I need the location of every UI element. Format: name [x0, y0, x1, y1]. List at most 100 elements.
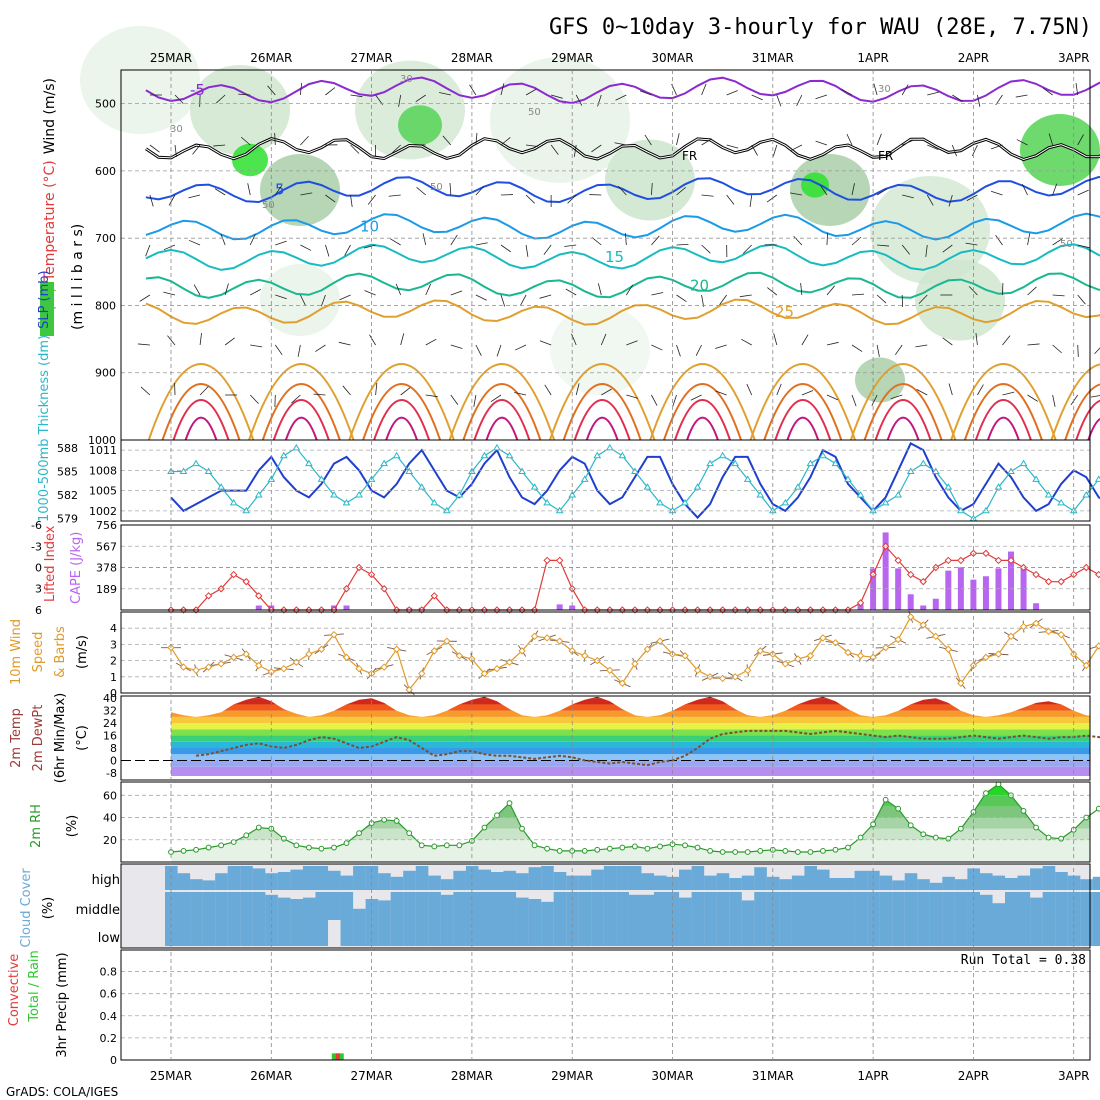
wind-barb: [500, 294, 506, 307]
wind10-line-marker: [1057, 630, 1065, 639]
wind-barb: [1052, 183, 1058, 196]
thickness-line-marker: [1057, 498, 1066, 506]
wind-barb: [390, 238, 401, 246]
cloud-layer-middle: middle: [76, 903, 120, 918]
li-line-marker: [229, 570, 238, 579]
cloud-low-cell: [804, 920, 818, 946]
rh2m-line-marker: [732, 849, 739, 855]
thickness-line-marker: [631, 467, 639, 474]
wind-barb: [701, 83, 707, 96]
cape-ytick-0: 189: [96, 583, 117, 596]
wind10-line-marker: [894, 635, 902, 644]
rh2m-line-marker: [506, 800, 513, 807]
wind-barb: [398, 94, 402, 107]
cloud-middle-cell: [290, 899, 303, 920]
upper-ylabel-part-0: RH (%): [42, 287, 58, 336]
wind-barb: [672, 394, 677, 407]
cloud-high-cell: [791, 875, 805, 890]
wind-barb: [450, 290, 463, 296]
wind-barb: [149, 194, 154, 207]
cloud-high-cell: [628, 866, 642, 890]
precip-ytick-3: 0.6: [100, 988, 118, 1001]
thickness-line-marker: [493, 443, 501, 451]
cape-bar: [255, 605, 262, 610]
wind-barb: [564, 244, 577, 247]
warm-dome-0-0: [147, 363, 255, 441]
temp-band-11: [171, 698, 1090, 705]
wind-barb: [1070, 394, 1079, 406]
thickness-line-marker: [743, 475, 752, 482]
wind10-line-marker: [493, 664, 501, 673]
cloud-high-cell: [265, 873, 278, 890]
cloud-middle-cell: [729, 892, 742, 920]
thickness-line-marker: [982, 506, 990, 514]
thickness-line-marker: [1032, 475, 1040, 482]
cloud-middle-cell: [265, 894, 278, 920]
wind-barb: [990, 144, 1003, 150]
cloud-low-cell: [979, 920, 993, 946]
cloud-middle-cell: [403, 892, 416, 920]
wind-barb: [826, 232, 828, 246]
thickness-line-marker: [756, 491, 765, 498]
wind10-line-marker: [217, 660, 225, 668]
wind-barb: [876, 294, 887, 304]
cloud-high-cell: [729, 878, 742, 890]
rh2m-line-marker: [494, 812, 500, 819]
wind10-ylabel-0: 10m Wind: [9, 619, 24, 685]
cloud-high-cell: [252, 868, 266, 890]
wind-barb: [213, 144, 226, 147]
wind10-line-marker: [305, 650, 313, 658]
temp-band-3: [171, 748, 1090, 755]
cloud-low-cell: [290, 920, 303, 946]
cloud-low-cell: [829, 920, 843, 946]
wind-barb: [1002, 391, 1015, 396]
warm-dome-8-1: [963, 383, 1043, 441]
upper-ytick-5: 1000: [88, 434, 116, 447]
wind-barb: [876, 188, 888, 196]
cape-bar: [1020, 567, 1027, 610]
cloud-high-cell: [227, 866, 241, 890]
wind10-line-marker: [693, 666, 702, 675]
warm-dome-9-0: [1050, 363, 1100, 441]
rh2m-line-marker: [1020, 807, 1027, 814]
wind-barb: [701, 194, 714, 197]
wind-barb: [325, 194, 336, 203]
cloud-high-cell: [553, 872, 567, 890]
cloud-middle-cell: [741, 900, 755, 920]
wind-barb: [626, 394, 638, 399]
wind10-line-marker: [280, 664, 288, 673]
wind-barb: [274, 184, 283, 196]
cloud-high-cell: [741, 875, 755, 890]
wind10-line-marker: [1044, 627, 1053, 636]
cloud-middle-cell: [490, 892, 504, 920]
cloud-middle-cell: [904, 892, 918, 920]
warm-dome-9-1: [1064, 383, 1100, 441]
cloud-low-cell: [779, 920, 792, 946]
thickness-line-marker: [593, 451, 602, 459]
warm-dome-1-3: [284, 416, 318, 441]
warm-dome-2-1: [362, 383, 442, 441]
wind-barb: [776, 94, 782, 107]
cloud-high-cell: [1080, 879, 1093, 890]
cloud-low-cell: [729, 920, 742, 946]
rh2m-line-marker: [957, 825, 964, 832]
cloud-middle-cell: [190, 892, 203, 920]
cape-ytick-1: 378: [96, 562, 117, 575]
thickness-line-marker: [530, 483, 539, 490]
li-line-marker: [242, 577, 250, 586]
run-total-label: Run Total = 0.38: [961, 953, 1086, 968]
date-top-2: 27MAR: [351, 51, 393, 65]
wind-barb: [575, 94, 583, 106]
cloud-low-cell: [1030, 920, 1043, 946]
cloud-middle-cell: [917, 892, 930, 920]
cloud-high-cell: [967, 868, 980, 890]
rh-legend-swatch: [40, 282, 54, 336]
wind10-line-marker: [844, 648, 852, 657]
dewpoint-line: [195, 729, 1100, 767]
cape-ytick-3: 756: [96, 519, 117, 532]
wind-barb: [475, 344, 482, 356]
warm-dome-7-0: [849, 363, 957, 441]
cloud-high-cell: [653, 875, 667, 890]
wind-barb: [676, 344, 681, 357]
cloud-high-cell: [403, 870, 416, 890]
